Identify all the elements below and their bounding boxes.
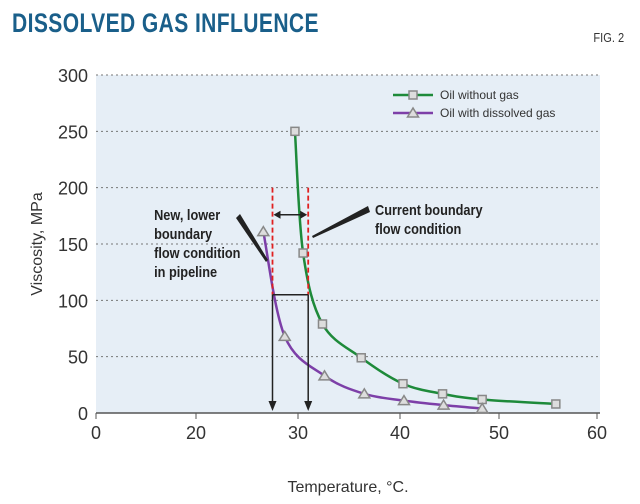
x-tick-label: 50 [489,423,509,443]
figure-label: FIG. 2 [593,30,624,45]
data-point-1 [317,369,332,381]
annotation-new-boundary: in pipeline [154,263,217,280]
data-point-0 [317,319,328,329]
annotation-new-boundary: flow condition [154,244,240,261]
y-tick-label: 150 [58,235,88,255]
y-tick-label: 100 [58,291,88,311]
annotation-new-boundary: New, lower [154,206,221,223]
x-axis-label: Temperature, °C. [287,479,408,496]
leader-line-new [236,214,268,262]
y-axis-label: Viscosity, MPa [29,192,46,296]
data-point-0 [398,378,408,389]
data-point-0 [290,126,300,137]
y-tick-label: 50 [68,348,88,368]
down-arrow-head [304,401,313,411]
difference-arrow-head [300,210,308,219]
legend-marker-1 [406,106,420,118]
data-point-0 [551,399,561,409]
x-tick-label: 30 [288,423,308,443]
data-point-0 [437,389,448,399]
data-point-1 [475,402,490,414]
x-tick-label: 60 [587,423,607,443]
data-point-1 [357,387,372,399]
difference-arrow-head [273,210,281,219]
y-tick-label: 0 [78,404,88,424]
legend-marker-0 [408,90,418,100]
annotation-current-boundary: flow condition [375,220,461,237]
data-point-0 [298,248,308,258]
x-tick-label: 20 [186,423,206,443]
x-tick-label: 40 [390,423,410,443]
data-point-1 [397,394,411,406]
legend-label-0: Oil without gas [440,88,519,102]
leader-line-current [312,206,370,238]
legend-label-1: Oil with dissolved gas [440,106,555,120]
y-tick-label: 250 [58,122,88,142]
y-tick-label: 300 [58,66,88,86]
data-point-1 [277,329,292,342]
annotation-current-boundary: Current boundary [375,201,483,218]
chart-title: DISSOLVED GAS INFLUENCE [12,8,319,38]
y-tick-label: 200 [58,179,88,199]
data-point-1 [436,398,451,410]
x-tick-label: 0 [91,423,101,443]
data-point-1 [256,225,271,237]
annotation-new-boundary: boundary [154,225,212,242]
data-point-0 [356,353,366,363]
down-arrow-head [268,401,277,411]
